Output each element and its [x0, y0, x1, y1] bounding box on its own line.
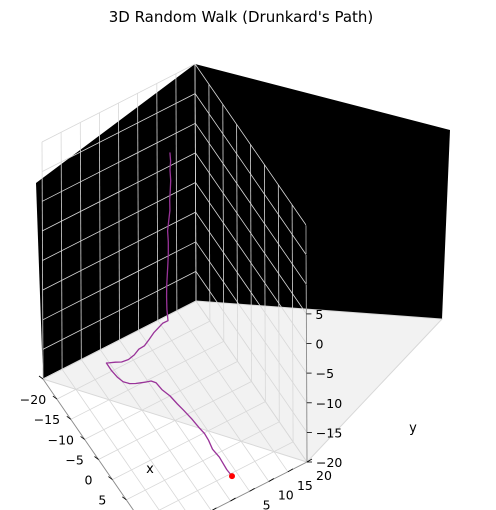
y-tick-mark [230, 497, 236, 502]
grid-line-z-right [194, 63, 307, 226]
x-tick-mark [108, 476, 113, 480]
z-tick-label: −10 [316, 396, 342, 411]
grid-line-y-floor [100, 349, 212, 510]
back-pane-left [36, 64, 196, 379]
z-tick-label: 0 [316, 337, 324, 352]
z-tick-label: 20 [315, 218, 331, 233]
x-tick-label: 0 [85, 473, 93, 488]
random-walk-path [105, 152, 233, 477]
grid-line-z-left [41, 63, 196, 143]
y-tick-mark [211, 507, 217, 510]
y-tick-label: 20 [316, 468, 332, 483]
y-tick-label: 0 [244, 507, 252, 510]
chart-title: 3D Random Walk (Drunkard's Path) [109, 8, 374, 26]
y-axis-line [211, 461, 308, 510]
z-tick-label: −15 [316, 425, 342, 440]
grid-line-z-right [195, 300, 308, 463]
z-tick-label: −5 [316, 366, 334, 381]
grid-line-y-floor [119, 339, 231, 502]
grid-line-z-left [42, 122, 196, 202]
grid-line-z-left [42, 300, 197, 380]
x-tick-label: −15 [34, 412, 60, 427]
grid-line-z-right [195, 182, 307, 344]
grid-line-y-floor [80, 359, 186, 510]
grid-line-z-left [42, 211, 196, 291]
y-tick-mark [268, 478, 275, 482]
x-tick-label: −5 [65, 452, 83, 467]
x-tick-label: −10 [48, 432, 74, 447]
y-tick-mark [306, 458, 313, 463]
walk-start-marker [229, 473, 235, 480]
z-tick-label: −20 [316, 455, 342, 470]
y-tick-label: 5 [263, 497, 271, 510]
grid-line-y-floor [61, 369, 160, 510]
z-tick-label: 5 [315, 307, 323, 322]
grid-line-z-right [194, 93, 307, 255]
x-tick-mark [66, 415, 72, 420]
x-axis-label: x [146, 462, 154, 477]
back-pane-right [195, 64, 450, 319]
x-tick-mark [52, 395, 58, 400]
y-tick-label: 15 [297, 478, 313, 493]
x-tick-label: 5 [98, 493, 106, 508]
z-tick-label: 15 [315, 248, 331, 263]
grid-line-y-floor [157, 320, 270, 482]
grid-line-z-left [42, 271, 197, 350]
grid-line-x-floor [211, 461, 308, 510]
grid-line-y-floor [138, 330, 250, 492]
grid-line-z-right [195, 211, 307, 374]
grid-line-y-floor [176, 310, 289, 473]
z-tick-label: 10 [315, 277, 331, 292]
y-tick-mark [249, 487, 255, 492]
grid-line-z-right [195, 241, 308, 404]
x-tick-mark [94, 456, 99, 460]
y-tick-label: 10 [278, 488, 294, 503]
axes-panes [36, 64, 450, 463]
x-tick-mark [38, 375, 44, 380]
grid-line-z-right [194, 123, 307, 285]
y-axis-label: y [409, 421, 417, 436]
x-tick-label: −20 [20, 392, 46, 407]
grid-line-z-left [41, 93, 196, 172]
y-tick-mark [287, 468, 294, 473]
x-tick-mark [80, 436, 85, 440]
grid-line-z-right [195, 152, 307, 315]
grid-line-z-right [195, 271, 308, 433]
grid-line-z-left [42, 241, 196, 321]
x-tick-mark [122, 496, 127, 501]
axis-ticks: −20−15−10−505101520−20−15−10−505101520−2… [20, 218, 342, 510]
